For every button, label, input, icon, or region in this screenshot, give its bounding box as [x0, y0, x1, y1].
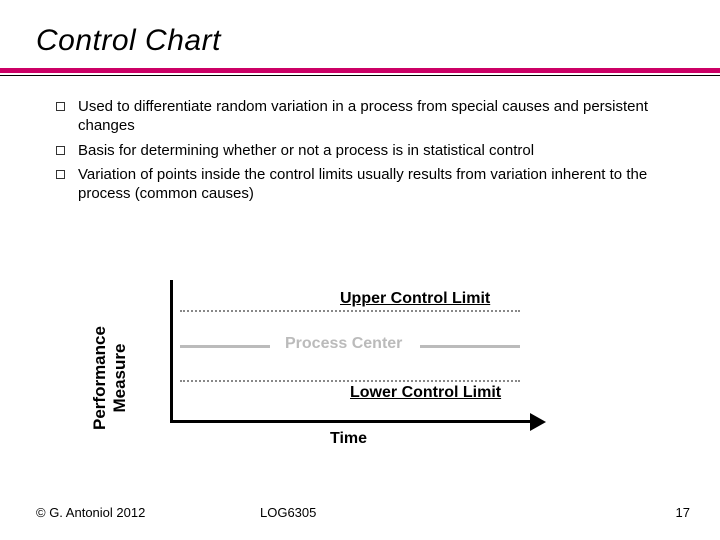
bullet-marker-icon — [56, 170, 65, 179]
ucl-line — [180, 310, 520, 312]
center-label: Process Center — [285, 335, 402, 353]
control-chart: Performance Measure Upper Control Limit … — [100, 280, 560, 450]
x-axis-arrow-icon — [530, 413, 546, 431]
y-axis-label: Performance Measure — [90, 326, 130, 430]
lcl-label: Lower Control Limit — [350, 384, 501, 402]
title-rule-thin — [0, 75, 720, 76]
y-axis-label-line1: Performance — [90, 326, 109, 430]
bullet-text: Variation of points inside the control l… — [78, 166, 647, 202]
title-rule-thick — [0, 68, 720, 73]
bullet-item: Basis for determining whether or not a p… — [78, 142, 678, 161]
slide-title: Control Chart — [36, 24, 221, 58]
slide: Control Chart Used to differentiate rand… — [0, 0, 720, 540]
x-axis-label: Time — [330, 430, 367, 448]
bullet-marker-icon — [56, 102, 65, 111]
center-line-left — [180, 345, 270, 348]
x-axis-line — [170, 420, 530, 423]
bullet-marker-icon — [56, 146, 65, 155]
lcl-line — [180, 380, 520, 382]
ucl-label: Upper Control Limit — [340, 290, 490, 308]
footer-copyright: © G. Antoniol 2012 — [36, 505, 145, 520]
bullet-text: Used to differentiate random variation i… — [78, 98, 648, 134]
center-line-right — [420, 345, 520, 348]
footer-course: LOG6305 — [260, 505, 316, 520]
bullet-item: Used to differentiate random variation i… — [78, 98, 678, 136]
y-axis-line — [170, 280, 173, 420]
footer-page-number: 17 — [676, 505, 690, 520]
bullet-list: Used to differentiate random variation i… — [78, 98, 678, 210]
bullet-item: Variation of points inside the control l… — [78, 166, 678, 204]
bullet-text: Basis for determining whether or not a p… — [78, 142, 534, 159]
y-axis-label-line2: Measure — [110, 326, 130, 430]
